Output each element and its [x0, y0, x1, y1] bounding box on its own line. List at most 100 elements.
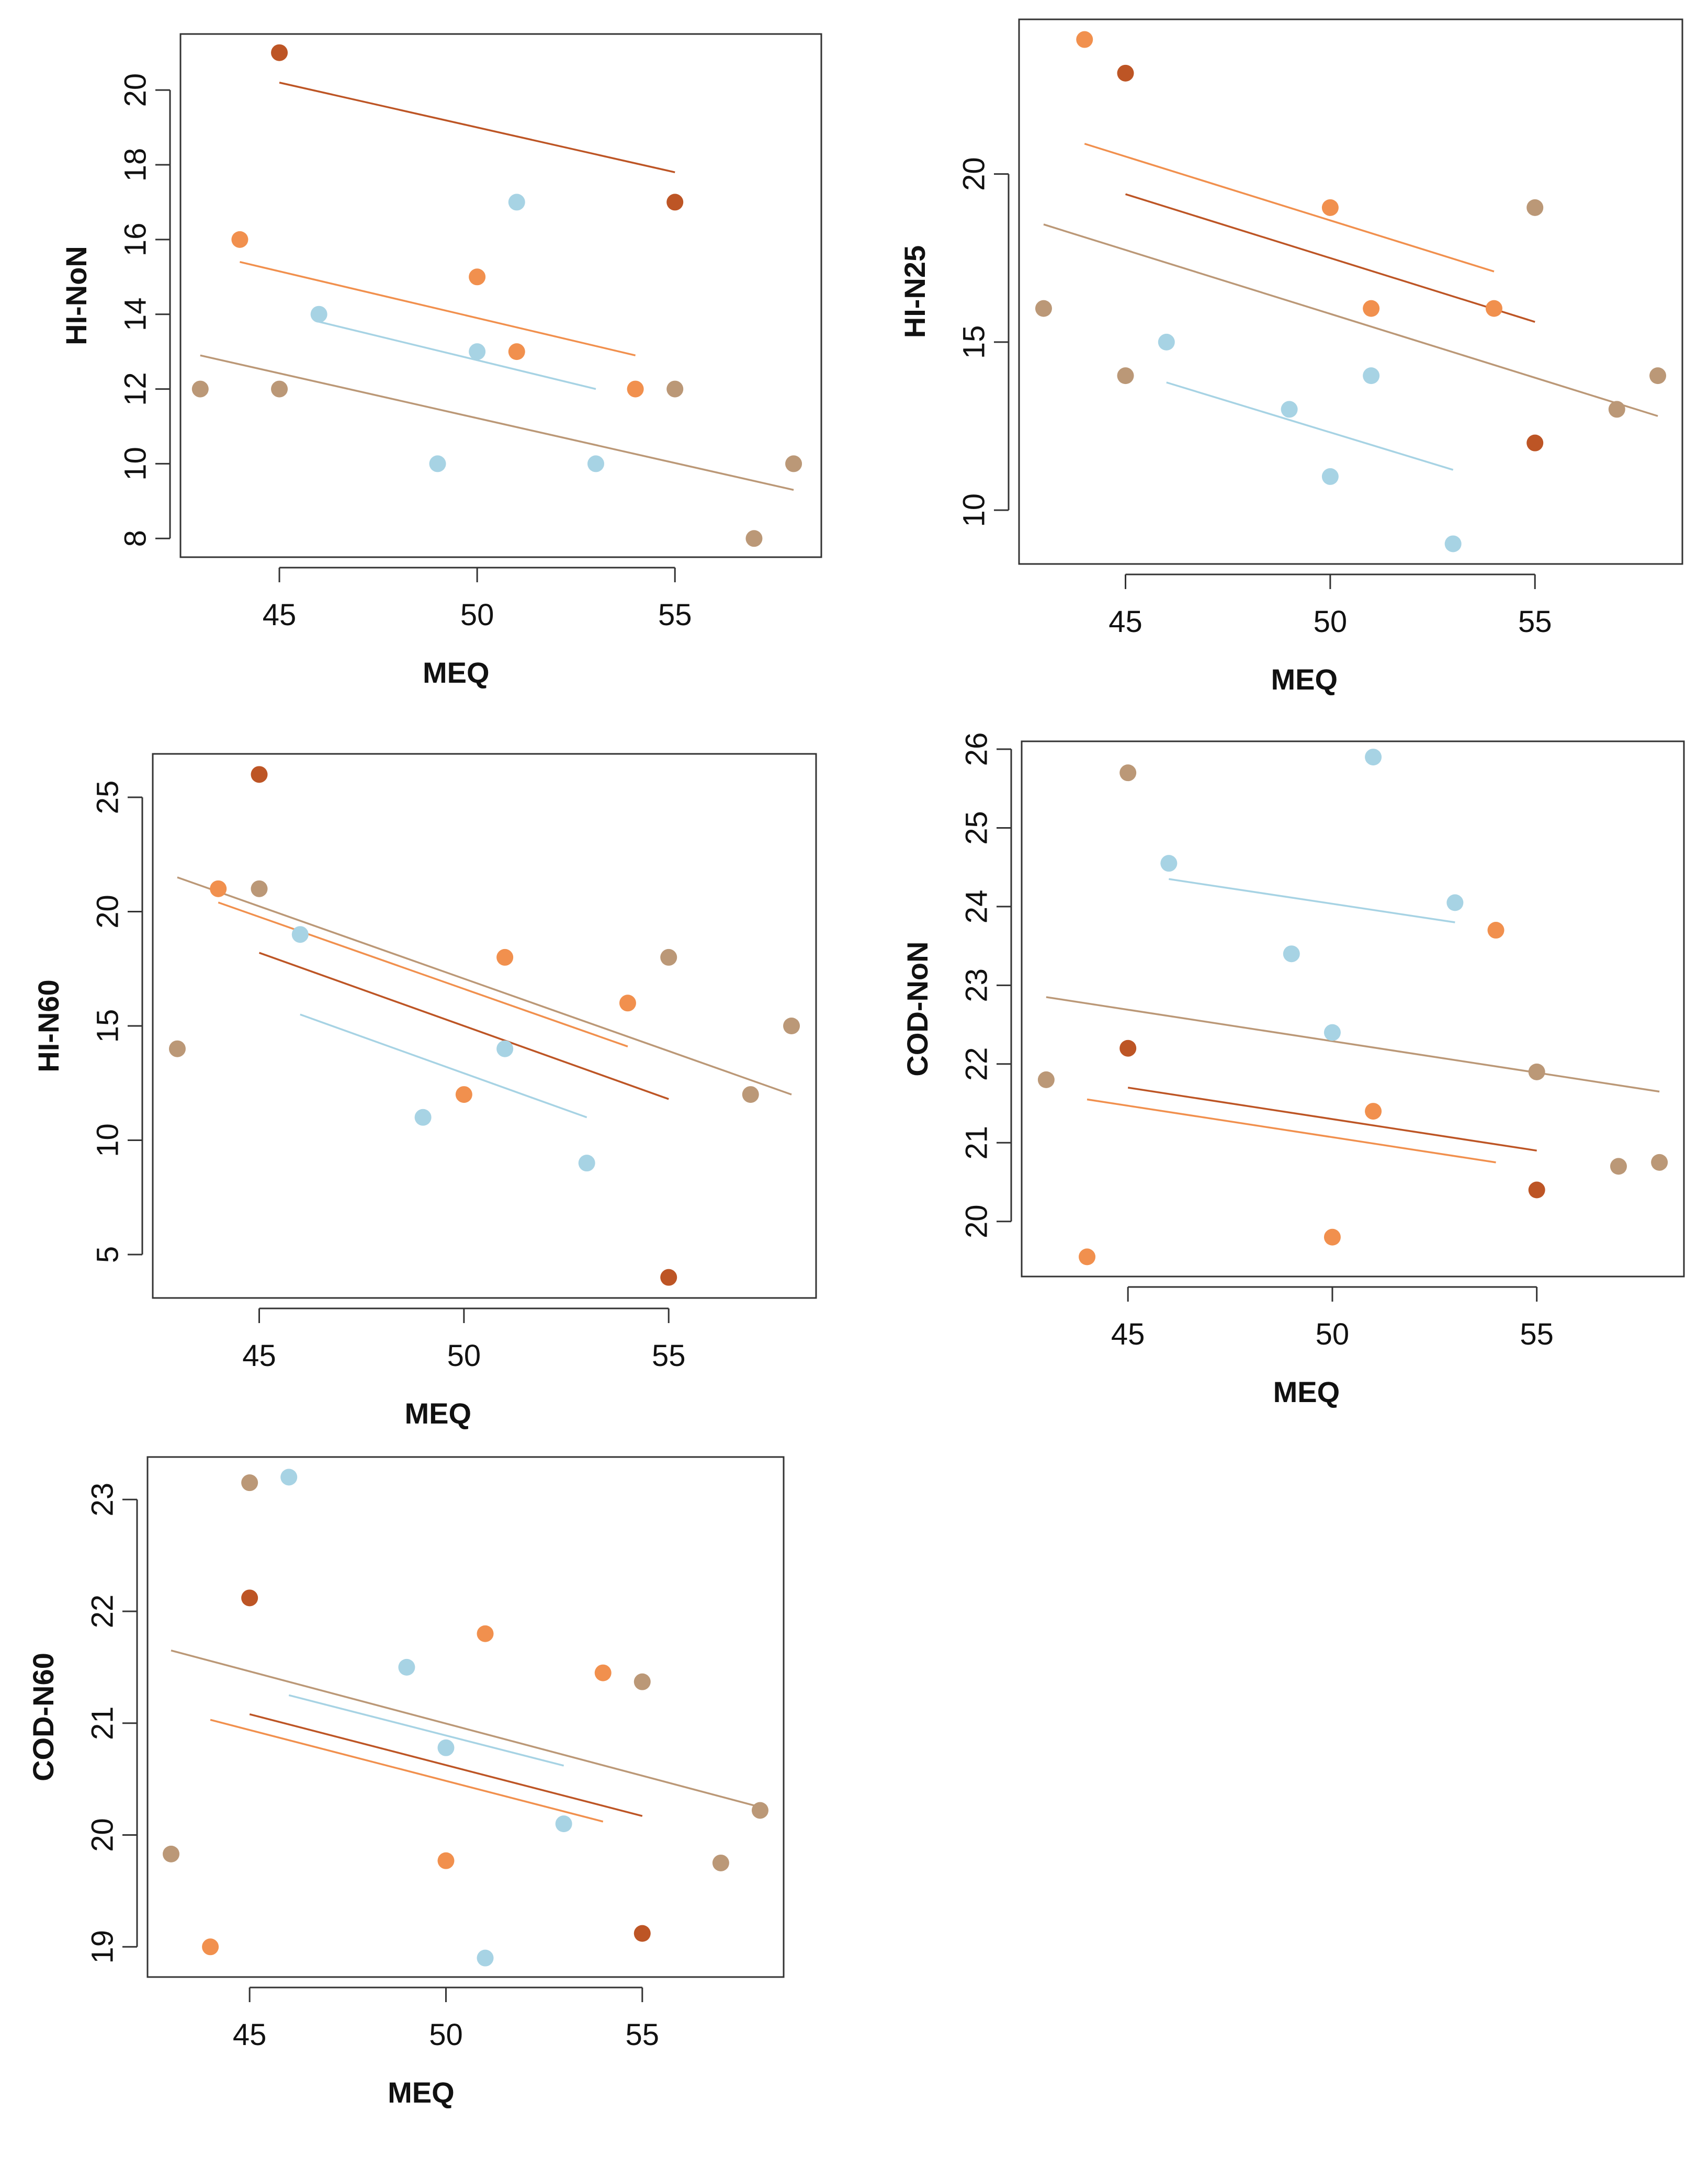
fit-line-rust: [279, 82, 675, 173]
plot-frame: [146, 1456, 785, 1978]
data-point-orange: [210, 880, 227, 897]
y-tick-label: 20: [91, 895, 125, 929]
plot-frame: [1021, 740, 1685, 1278]
y-tick-label: 5: [91, 1246, 125, 1263]
data-point-blue: [1324, 1024, 1341, 1041]
data-point-blue: [310, 306, 327, 323]
data-point-tan: [251, 880, 268, 897]
data-point-orange: [1487, 922, 1505, 939]
data-point-tan: [1526, 199, 1544, 216]
data-point-rust: [1119, 1040, 1137, 1057]
fit-line-blue: [288, 1694, 564, 1767]
x-tick-label: 50: [429, 2018, 463, 2052]
fit-line-rust: [1125, 193, 1535, 323]
scatter-plot-cod-non: 45 50 55 20 21 22 23 24 25 26 MEQ COD-NoN: [901, 732, 1685, 1408]
data-point-rust: [1528, 1181, 1545, 1199]
data-point-tan: [751, 1802, 768, 1819]
y-tick-label: 25: [91, 781, 125, 815]
data-point-tan: [1528, 1063, 1545, 1080]
data-point-blue: [1444, 535, 1462, 552]
data-point-tan: [241, 1474, 258, 1492]
x-tick-label: 55: [652, 1339, 686, 1373]
data-point-blue: [555, 1815, 572, 1833]
data-point-orange: [1365, 1103, 1382, 1120]
data-point-orange: [619, 995, 636, 1012]
data-point-blue: [469, 343, 486, 360]
data-point-rust: [251, 766, 268, 783]
x-tick-label: 45: [263, 598, 297, 632]
data-point-tan: [785, 455, 802, 472]
data-point-tan: [163, 1845, 180, 1862]
x-tick-label: 50: [447, 1339, 481, 1373]
x-axis-label: MEQ: [423, 656, 490, 689]
fit-line-tan: [177, 876, 792, 1096]
data-point-tan: [783, 1018, 800, 1034]
data-point-blue: [429, 455, 446, 472]
data-point-tan: [742, 1086, 759, 1103]
data-point-blue: [578, 1155, 595, 1172]
x-axis-label: MEQ: [404, 1397, 471, 1430]
data-point-tan: [1037, 1071, 1055, 1088]
plot-frame: [152, 753, 817, 1299]
x-tick-label: 50: [1314, 605, 1348, 639]
y-tick-label: 16: [118, 223, 152, 257]
data-point-tan: [1119, 764, 1137, 782]
x-tick-label: 50: [1316, 1317, 1350, 1351]
data-point-rust: [660, 1269, 677, 1286]
data-point-orange: [1079, 1248, 1096, 1266]
data-point-tan: [191, 380, 209, 398]
y-tick-label: 26: [959, 732, 993, 766]
y-tick-label: 25: [959, 811, 993, 845]
data-point-rust: [666, 194, 684, 211]
x-tick-label: 55: [658, 598, 692, 632]
fit-line-orange: [240, 261, 636, 356]
data-point-orange: [1076, 31, 1093, 48]
data-point-tan: [666, 380, 684, 398]
data-point-blue: [437, 1739, 455, 1756]
data-point-orange: [1363, 300, 1380, 317]
y-axis-label: HI-N25: [898, 245, 931, 338]
fit-line-blue: [1166, 381, 1454, 471]
y-tick-label: 22: [85, 1595, 119, 1629]
x-tick-label: 55: [1518, 605, 1552, 639]
x-tick-label: 45: [1108, 605, 1143, 639]
data-point-tan: [1117, 367, 1134, 385]
data-point-blue: [508, 194, 525, 211]
fit-line-blue: [300, 1013, 587, 1119]
data-point-blue: [1281, 401, 1298, 418]
y-tick-label: 21: [959, 1126, 993, 1160]
y-tick-label: 21: [85, 1706, 119, 1740]
data-point-tan: [1035, 300, 1052, 317]
data-point-orange: [1324, 1228, 1341, 1246]
y-tick-label: 20: [959, 1204, 993, 1238]
x-axis-label: MEQ: [1273, 1375, 1340, 1408]
data-point-blue: [1363, 367, 1380, 385]
data-point-rust: [1117, 64, 1134, 82]
fit-line-tan: [171, 1650, 761, 1808]
data-point-blue: [477, 1949, 494, 1967]
data-point-rust: [634, 1925, 651, 1942]
data-point-orange: [508, 343, 525, 360]
data-point-tan: [168, 1040, 186, 1057]
fit-line-tan: [200, 354, 794, 491]
scatter-plot-hi-n25: 45 50 55 10 15 20 MEQ HI-N25: [898, 18, 1683, 696]
data-point-tan: [1610, 1158, 1627, 1175]
y-tick-label: 24: [959, 890, 993, 924]
y-tick-label: 20: [85, 1818, 119, 1852]
y-tick-label: 20: [957, 157, 991, 191]
data-point-blue: [1446, 894, 1464, 911]
data-point-orange: [496, 948, 514, 966]
fit-line-rust: [258, 952, 669, 1100]
data-point-orange: [1321, 199, 1339, 216]
y-tick-label: 19: [85, 1930, 119, 1964]
fit-line-rust: [249, 1713, 643, 1817]
y-axis-label: HI-N60: [32, 979, 65, 1072]
fit-line-tan: [1043, 223, 1658, 417]
y-tick-label: 10: [957, 493, 991, 527]
plot-frame: [179, 33, 822, 558]
x-axis-label: MEQ: [388, 2076, 455, 2109]
x-tick-label: 45: [1111, 1317, 1145, 1351]
y-axis-label: COD-NoN: [901, 941, 934, 1076]
fit-line-rust: [1127, 1087, 1537, 1152]
